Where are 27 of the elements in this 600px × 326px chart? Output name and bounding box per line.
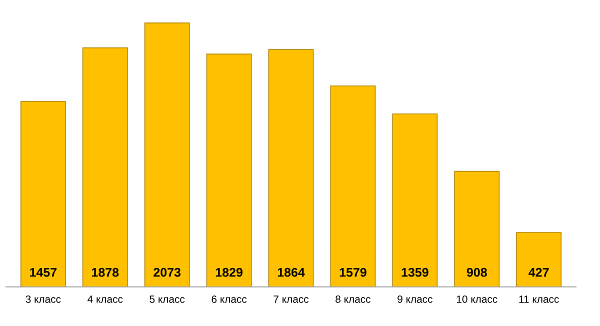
bar xyxy=(144,22,190,287)
x-tick-label: 4 класс xyxy=(88,296,123,303)
bar xyxy=(268,49,314,287)
data-label: 1878 xyxy=(92,268,119,277)
data-label: 1864 xyxy=(278,268,305,277)
bar xyxy=(206,54,252,287)
bar xyxy=(392,113,438,287)
bar xyxy=(20,100,66,287)
data-label: 2073 xyxy=(154,268,181,277)
bar xyxy=(454,170,500,287)
x-tick-label: 9 класс xyxy=(398,295,432,303)
x-tick-label: 11 класс xyxy=(519,296,559,303)
data-label: 1457 xyxy=(30,268,57,277)
data-label: 1579 xyxy=(340,268,366,277)
data-label: 1359 xyxy=(402,268,428,277)
x-tick-label: 10 класс xyxy=(456,295,498,303)
bar xyxy=(330,85,376,287)
x-tick-label: 8 класс xyxy=(336,295,371,303)
x-tick-label: 6 класс xyxy=(212,295,247,303)
x-tick-label: 3 класс xyxy=(26,295,61,303)
x-tick-label: 7 класс xyxy=(274,296,309,303)
x-tick-label: 5 класс xyxy=(150,296,185,303)
data-label: 908 xyxy=(466,268,487,277)
data-label: 1829 xyxy=(216,268,242,277)
bar xyxy=(516,232,562,287)
bar xyxy=(82,47,128,287)
data-label: 427 xyxy=(528,268,549,277)
